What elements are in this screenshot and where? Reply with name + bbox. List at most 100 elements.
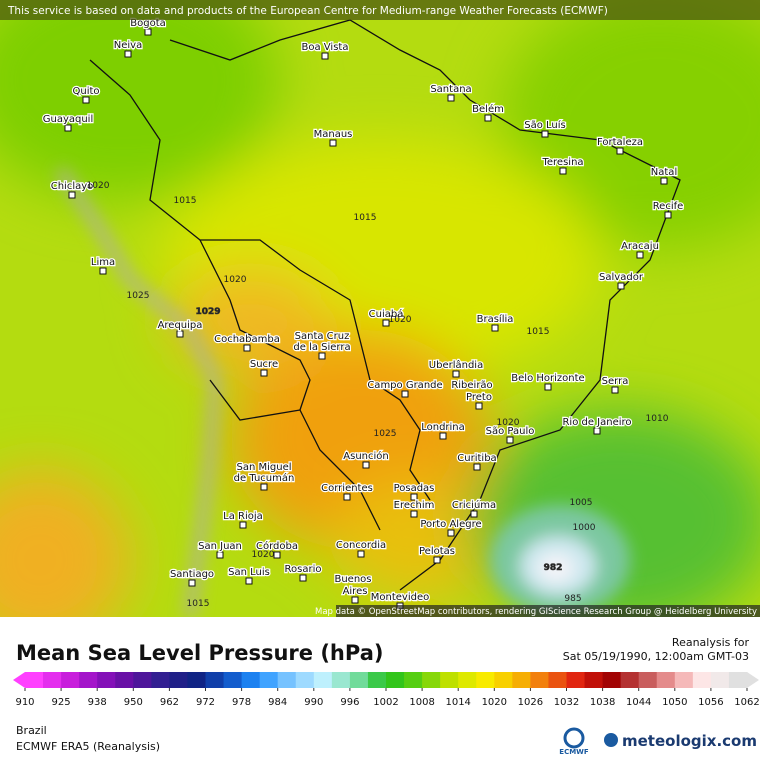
isobar-label: 985 — [564, 594, 581, 604]
notice: This service is based on data and produc… — [7, 5, 608, 17]
isobar-label: 1015 — [187, 599, 210, 609]
colorbar-tick-label: 1062 — [734, 697, 759, 708]
ecmwf-label: ECMWF — [559, 748, 589, 756]
isobar-label: 1000 — [573, 523, 596, 533]
city-marker — [452, 370, 460, 378]
colorbar-arrow — [747, 672, 759, 688]
city-label: San Miguel — [236, 462, 291, 473]
colorbar-tick-label: 984 — [268, 697, 287, 708]
city-label: Aracaju — [621, 241, 659, 252]
colorbar-segment — [187, 672, 206, 688]
colorbar-segment — [295, 672, 315, 688]
attribution: Map data © OpenStreetMap contributors, r… — [315, 607, 757, 617]
colorbar-tick-label: 925 — [52, 697, 71, 708]
colorbar-segment — [728, 672, 748, 688]
city-label: La Rioja — [223, 511, 263, 522]
colorbar-segment — [205, 672, 225, 688]
colorbar-segment — [476, 672, 495, 688]
city-label: Cochabamba — [214, 334, 280, 345]
city-label: Belém — [472, 103, 504, 115]
colorbar-tick-label: 1026 — [518, 697, 543, 708]
colorbar-arrow — [13, 672, 25, 688]
city-label: Serra — [602, 376, 629, 387]
colorbar-segment — [349, 672, 369, 688]
colorbar-segment — [404, 672, 423, 688]
city-label: Rosario — [285, 564, 322, 575]
isobar-label: 1015 — [527, 327, 550, 337]
colorbar-segment — [43, 672, 62, 688]
city-label: Belo Horizonte — [511, 373, 584, 384]
city-marker — [475, 402, 483, 410]
city-label: Buenos — [334, 574, 371, 585]
colorbar-tick-label: 1014 — [445, 697, 470, 708]
legend-title: Mean Sea Level Pressure (hPa) — [16, 641, 383, 665]
city-marker — [470, 510, 478, 518]
city-marker — [439, 432, 447, 440]
city-label: São Paulo — [486, 426, 535, 437]
colorbar-segment — [115, 672, 134, 688]
colorbar-tick-label: 1056 — [698, 697, 723, 708]
city-marker — [410, 510, 418, 518]
isobar-label: 1020 — [389, 315, 412, 325]
city-label: Córdoba — [256, 540, 298, 552]
city-label: Natal — [651, 167, 677, 178]
city-label: Ribeirão — [451, 380, 492, 391]
city-marker — [239, 521, 247, 529]
city-marker — [318, 352, 326, 360]
city-marker — [260, 369, 268, 377]
colorbar-segment — [602, 672, 622, 688]
city-marker — [617, 282, 625, 290]
colorbar-tick-label: 1008 — [409, 697, 434, 708]
isobar-label: 1010 — [646, 414, 669, 424]
colorbar-segment — [566, 672, 586, 688]
colorbar-segment — [151, 672, 170, 688]
city-marker — [506, 436, 514, 444]
city-label: Concordia — [336, 540, 386, 551]
isobar-label: 982 — [544, 563, 563, 573]
colorbar-segment — [656, 672, 676, 688]
city-marker — [144, 28, 152, 36]
city-marker — [329, 139, 337, 147]
model: ECMWF ERA5 (Reanalysis) — [16, 740, 160, 753]
city-marker — [636, 251, 644, 259]
isobar-label: 1025 — [374, 429, 397, 439]
city-marker — [243, 344, 251, 352]
city-label: Santa Cruz — [295, 331, 350, 342]
city-marker — [260, 483, 268, 491]
city-marker — [299, 574, 307, 582]
city-label: São Luís — [524, 119, 566, 131]
city-label: Guayaquil — [43, 114, 94, 125]
city-label: Fortaleza — [597, 137, 643, 148]
city-label: Montevideo — [371, 592, 429, 603]
colorbar-tick-label: 978 — [232, 697, 251, 708]
colorbar-segment — [530, 672, 549, 688]
city-marker — [447, 529, 455, 537]
region: Brazil — [16, 724, 47, 737]
reanalysis: Reanalysis for — [672, 636, 750, 649]
colorbar-segment — [259, 672, 279, 688]
colorbar-segment — [512, 672, 531, 688]
colorbar-segment — [710, 672, 730, 688]
city-marker — [64, 124, 72, 132]
colorbar-segment — [692, 672, 712, 688]
city-label: San Luis — [228, 567, 270, 578]
colorbar-tick-label: 1050 — [662, 697, 687, 708]
isobar-label: 1025 — [127, 291, 150, 301]
city-marker — [216, 551, 224, 559]
isobar-label: 1020 — [224, 275, 247, 285]
brand-logo — [604, 733, 618, 747]
city-label: Salvador — [599, 272, 644, 283]
city-marker — [484, 114, 492, 122]
isobar-label: 1015 — [174, 196, 197, 206]
city-label: Aires — [343, 586, 368, 597]
city-label: de la Sierra — [293, 342, 350, 353]
city-marker — [357, 550, 365, 558]
city-marker — [188, 579, 196, 587]
city-marker — [473, 463, 481, 471]
colorbar-segment — [97, 672, 116, 688]
isobar-label: 1020 — [497, 418, 520, 428]
city-label: Curitiba — [457, 453, 496, 464]
city-label: Cuiabá — [369, 308, 404, 320]
colorbar-segment — [25, 672, 44, 688]
city-label: Uberlândia — [429, 359, 483, 371]
